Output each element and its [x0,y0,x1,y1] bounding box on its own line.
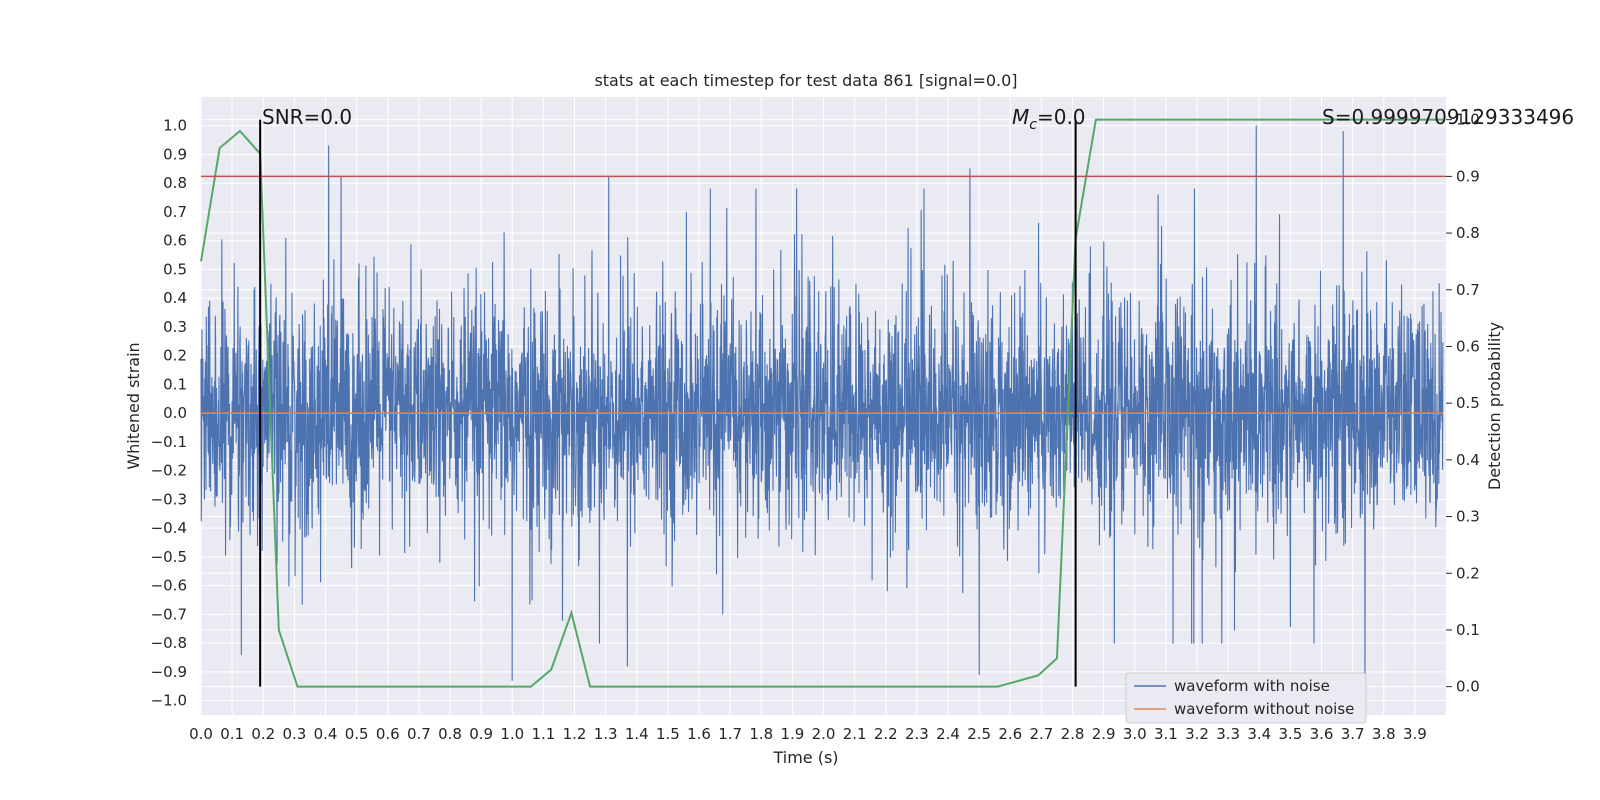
x-tick-label: 3.8 [1372,725,1396,743]
y-tick-label: −0.9 [151,663,187,681]
x-tick-label: 1.6 [687,725,711,743]
x-tick-label: 1.2 [563,725,587,743]
y-tick-label: 0.9 [163,145,187,163]
x-tick-label: 2.1 [843,725,867,743]
grid [200,97,1446,715]
y-tick-label: 0.2 [163,347,187,365]
legend-label-noise: waveform with noise [1174,677,1330,695]
mc-symbol: M [1012,105,1029,129]
x-tick-label: 3.7 [1341,725,1365,743]
y-tick-label: −0.3 [151,490,187,508]
snr-annotation: SNR=0.0 [262,105,352,129]
x-tick-label: 2.4 [936,725,960,743]
x-tick-label: 1.1 [531,725,555,743]
y-tick-label: 0.5 [163,260,187,278]
y-tick-label: −0.1 [151,433,187,451]
y2-tick-label: 1.0 [1456,111,1480,129]
x-tick-label: 2.8 [1061,725,1085,743]
y-tick-label: −0.2 [151,462,187,480]
waveform-with-noise [200,125,1444,684]
x-tick-label: 0.3 [282,725,306,743]
y-axis-ticks: 1.0 0.9 0.8 0.7 0.6 0.5 0.4 0.3 0.2 0.1 0.0 −0.1 −0.… [151,117,187,710]
x-tick-label: 0.1 [220,725,244,743]
x-tick-label: 1.5 [656,725,680,743]
s-annotation: S=0.9999709129333496 [1322,105,1574,129]
y-tick-label: −0.8 [151,634,187,652]
x-tick-label: 2.2 [874,725,898,743]
y2-tick-label: 0.3 [1456,508,1480,526]
y-tick-label: 0.8 [163,174,187,192]
x-tick-label: 1.4 [625,725,649,743]
mc-subscript: c [1029,117,1037,133]
time-markers [259,119,1077,687]
y-tick-label: 1.0 [163,117,187,135]
legend: waveform with noise waveform without noi… [1125,672,1367,724]
y2-tick-label: 0.7 [1456,281,1480,299]
y-tick-label: −0.6 [151,577,187,595]
y2-tick-label: 0.6 [1456,337,1480,355]
x-tick-label: 3.2 [1185,725,1209,743]
x-tick-label: 3.4 [1247,725,1271,743]
x-tick-label: 1.8 [749,725,773,743]
x-tick-label: 2.6 [998,725,1022,743]
y2-axis-ticks: 1.0 0.9 0.8 0.7 0.6 0.5 0.4 0.3 0.2 0.1 0.0 [1446,111,1480,696]
y2-axis-label: Detection probability [1485,322,1504,490]
x-tick-label: 1.3 [594,725,618,743]
y-tick-label: −0.4 [151,519,187,537]
x-tick-label: 3.0 [1123,725,1147,743]
y2-tick-label: 0.0 [1456,678,1480,696]
chart-title: stats at each timestep for test data 861… [594,71,1017,90]
noise-line [200,125,1444,684]
y-tick-label: 0.4 [163,289,187,307]
y2-tick-label: 0.1 [1456,621,1480,639]
y2-tick-label: 0.4 [1456,451,1480,469]
y-tick-label: −0.7 [151,605,187,623]
y-axis-label: Whitened strain [124,342,143,469]
x-tick-label: 3.3 [1216,725,1240,743]
x-tick-label: 0.9 [469,725,493,743]
legend-label-clean: waveform without noise [1174,700,1354,718]
x-tick-label: 3.9 [1403,725,1427,743]
legend-box [1125,672,1367,724]
x-axis-ticks: 0.0 0.1 0.2 0.3 0.4 0.5 0.6 0.7 0.8 0.9 1.0 1.1 1.2 1… [189,725,1427,743]
x-tick-label: 0.7 [407,725,431,743]
mc-annotation: Mc=0.0 [1012,105,1086,133]
x-tick-label: 2.3 [905,725,929,743]
y-tick-label: 0.1 [163,375,187,393]
x-tick-label: 0.0 [189,725,213,743]
x-tick-label: 0.8 [438,725,462,743]
x-tick-label: 1.9 [780,725,804,743]
y2-tick-label: 0.9 [1456,167,1480,185]
probability-line [200,118,1443,688]
x-tick-label: 2.7 [1029,725,1053,743]
mc-value: =0.0 [1037,105,1086,129]
x-tick-label: 2.5 [967,725,991,743]
y-tick-label: 0.3 [163,318,187,336]
x-tick-label: 2.0 [812,725,836,743]
y2-tick-label: 0.2 [1456,564,1480,582]
x-tick-label: 1.0 [500,725,524,743]
y-tick-label: −1.0 [151,692,187,710]
y2-tick-label: 0.8 [1456,224,1480,242]
x-axis-label: Time (s) [772,748,838,767]
detection-probability-series [200,118,1443,688]
x-tick-label: 3.6 [1310,725,1334,743]
x-tick-label: 2.9 [1092,725,1116,743]
x-tick-label: 1.7 [718,725,742,743]
y-tick-label: 0.7 [163,203,187,221]
x-tick-label: 0.6 [376,725,400,743]
y-tick-label: −0.5 [151,548,187,566]
y-tick-label: 0.0 [163,404,187,422]
x-tick-label: 0.4 [314,725,338,743]
x-tick-label: 3.1 [1154,725,1178,743]
x-tick-label: 3.5 [1278,725,1302,743]
x-tick-label: 0.5 [345,725,369,743]
y2-tick-label: 0.5 [1456,394,1480,412]
y-tick-label: 0.6 [163,232,187,250]
x-tick-label: 0.2 [251,725,275,743]
